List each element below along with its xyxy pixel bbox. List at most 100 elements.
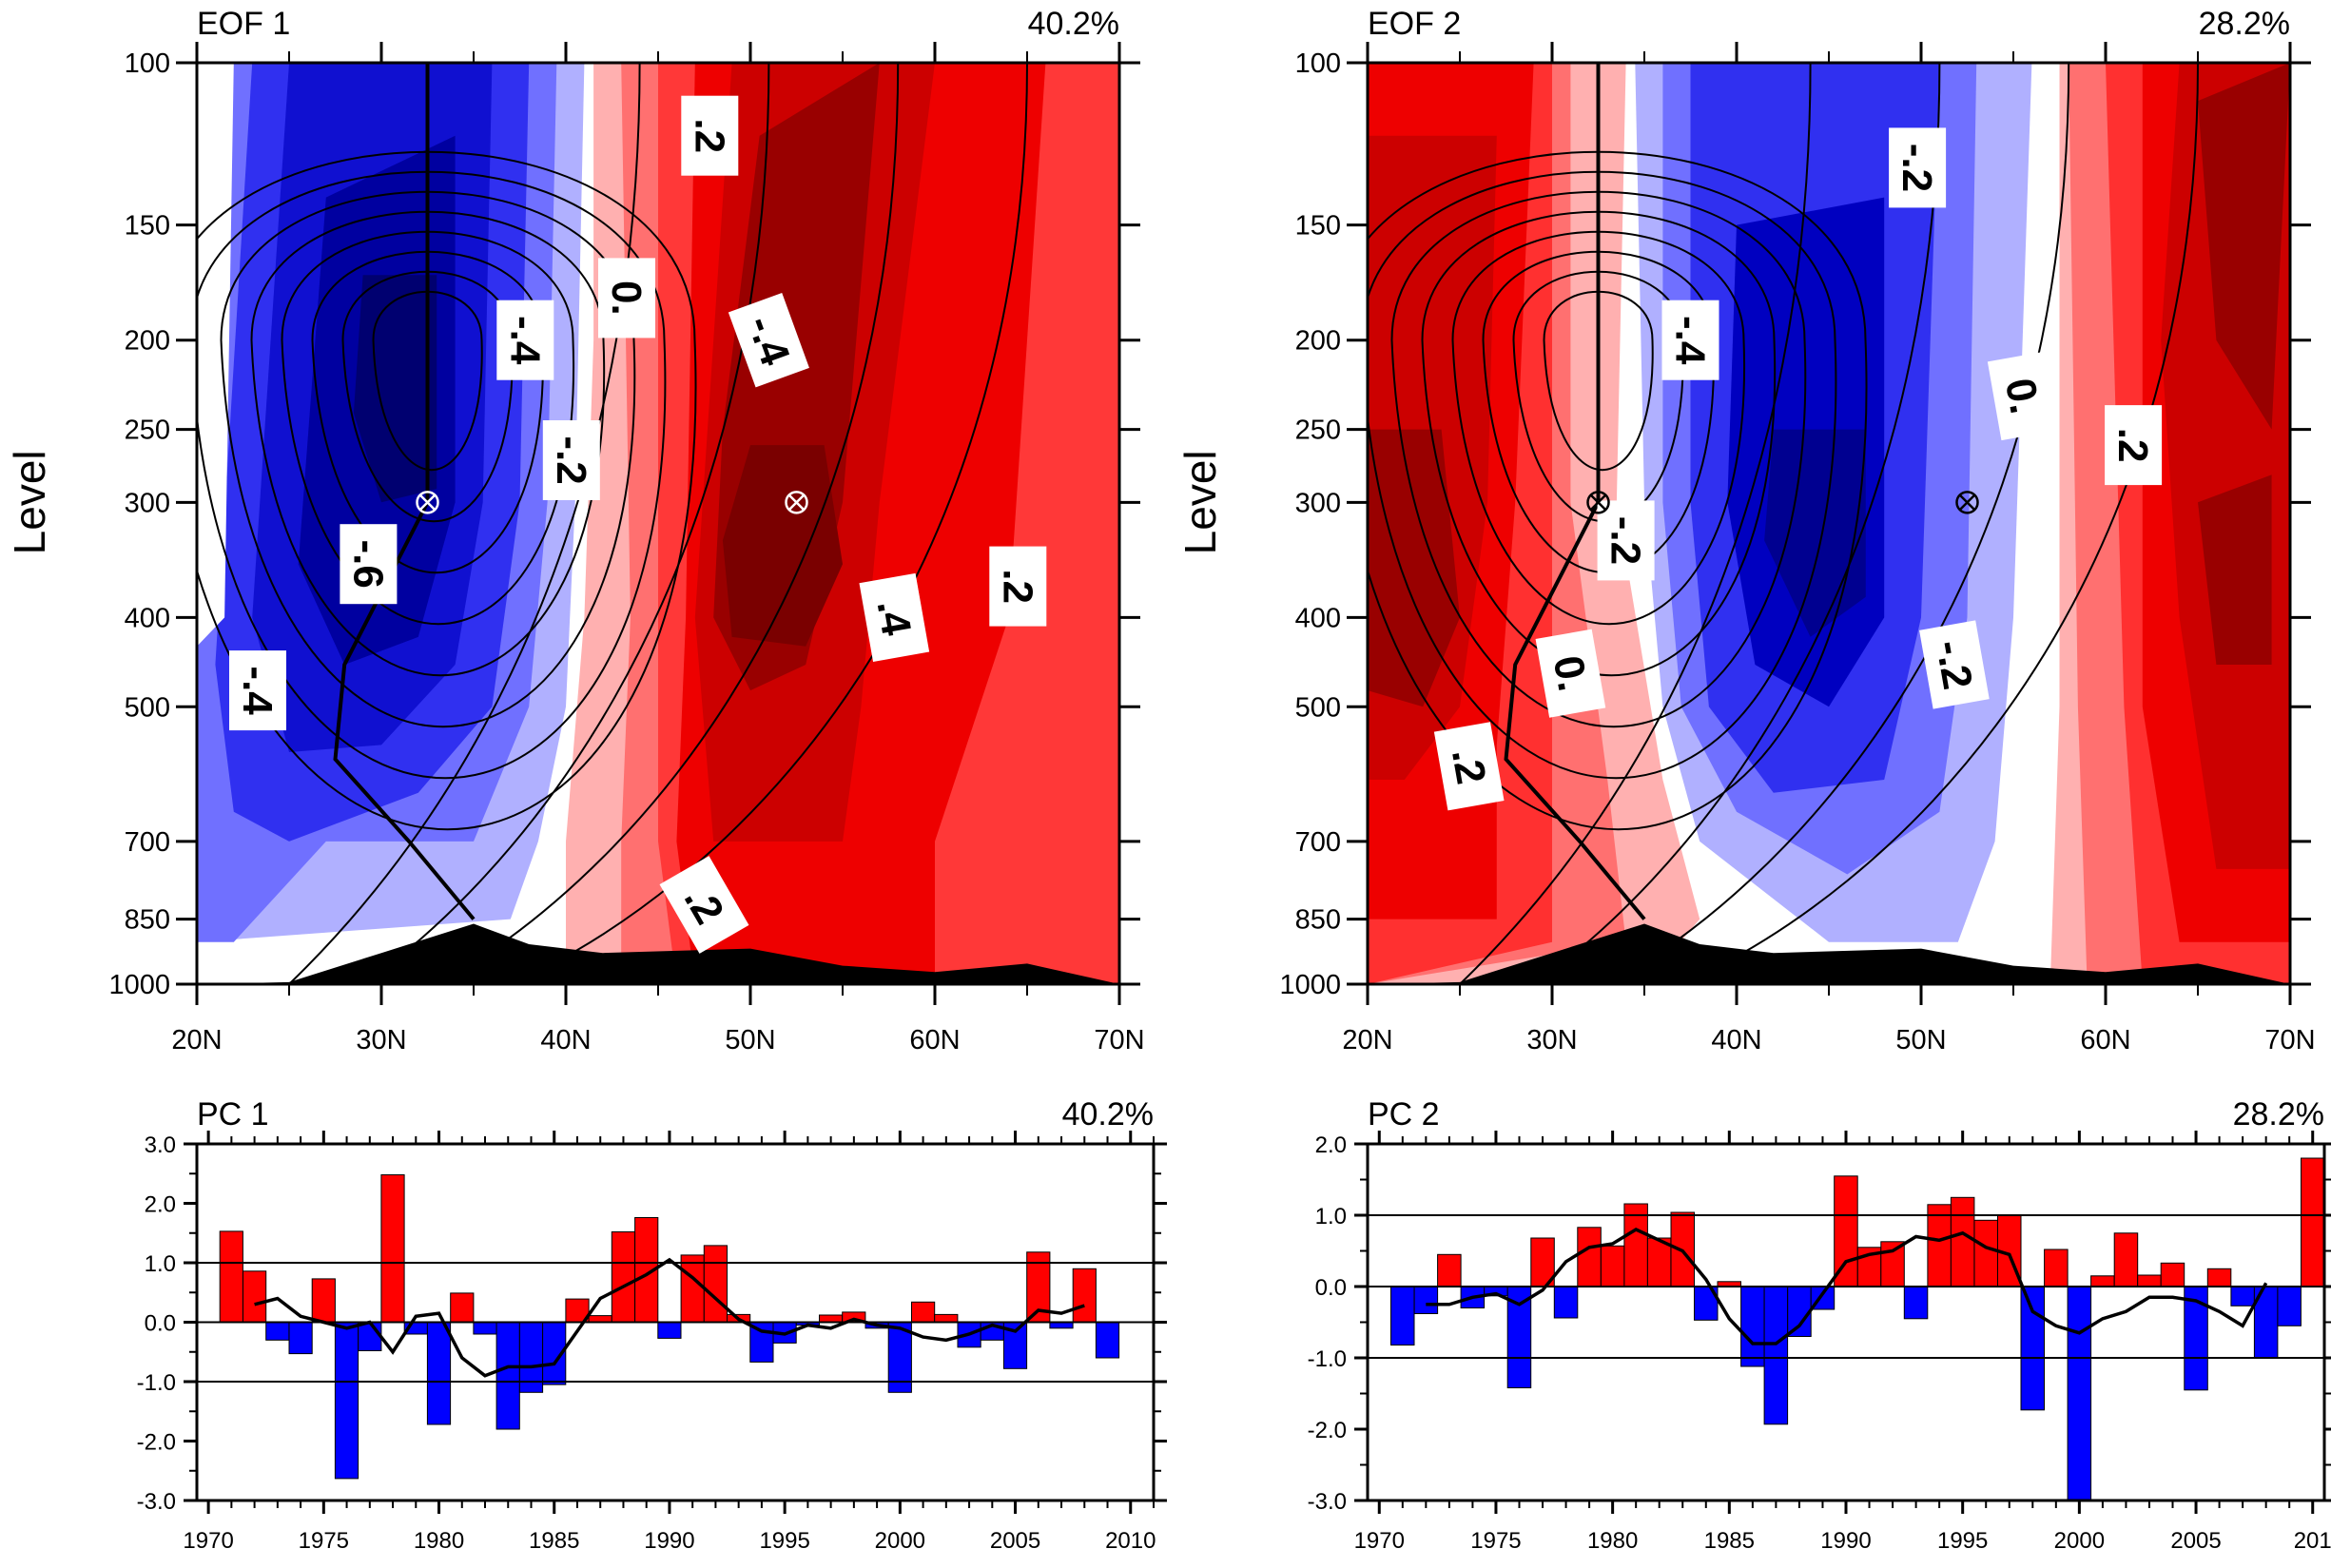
contour-label-group: -.6 xyxy=(340,524,398,605)
contour-label-text: .2 xyxy=(686,118,732,153)
x-tick-label: 1995 xyxy=(759,1528,809,1554)
x-tick-label: 2000 xyxy=(875,1528,925,1554)
climatology-contour xyxy=(1533,63,1941,984)
contour-label-group: -.2 xyxy=(1889,127,1947,208)
pc-bar xyxy=(1927,1204,1952,1287)
contour-label-box xyxy=(728,292,809,388)
pc-bar xyxy=(2044,1249,2069,1287)
pc-bar xyxy=(1553,1286,1579,1319)
climatology-contour xyxy=(510,63,1028,984)
climatology-contour xyxy=(1512,270,1684,522)
y-tick-label: 1000 xyxy=(108,970,170,1000)
eof1-panel: .2 0. -.4 -.4 -.2 -.6 .4 .2 -.4 .2 100 150 200 250 300… xyxy=(5,6,1145,1055)
eof-shaded-field xyxy=(197,63,1119,984)
x-tick-label: 70N xyxy=(2264,1025,2315,1055)
climatology-contour xyxy=(1680,63,2199,984)
climatology-contour xyxy=(197,150,697,831)
climatology-contour xyxy=(1390,190,1807,727)
pc-bar xyxy=(2090,1275,2115,1287)
x-tick-label: 1970 xyxy=(1354,1528,1405,1554)
contour-label-box xyxy=(681,95,739,176)
crossed-circle-marker xyxy=(416,491,439,514)
climatology-contour xyxy=(1543,290,1654,472)
shaded-band xyxy=(2198,63,2290,430)
crossed-circle-marker xyxy=(785,491,808,514)
crossed-circle-marker xyxy=(1586,491,1610,514)
x-tick-label: 1995 xyxy=(1937,1528,1988,1554)
pc-bar xyxy=(819,1314,844,1323)
y-tick-label: -2.0 xyxy=(137,1430,176,1456)
marker-cross xyxy=(1958,494,1976,512)
y-tick-label: 3.0 xyxy=(145,1132,176,1158)
x-tick-label: 50N xyxy=(1895,1025,1946,1055)
pc-bar xyxy=(473,1322,497,1335)
contour-label-text: .2 xyxy=(1443,745,1495,788)
x-tick-label: 1975 xyxy=(299,1528,349,1554)
x-tick-label: 20N xyxy=(171,1025,222,1055)
x-tick-label: 2000 xyxy=(2054,1528,2105,1554)
x-tick-label: 1985 xyxy=(1704,1528,1755,1554)
pc-bar xyxy=(2277,1286,2302,1326)
pc-bar xyxy=(2020,1286,2045,1411)
marker-circle xyxy=(416,491,439,514)
x-tick-label: 1975 xyxy=(1470,1528,1521,1554)
y-tick-label: 1000 xyxy=(1279,970,1341,1000)
contour-label-text: 0. xyxy=(1996,375,2049,417)
pc-bar xyxy=(1763,1286,1789,1425)
pc-bar xyxy=(1973,1219,1998,1287)
x-tick-label: 1990 xyxy=(644,1528,694,1554)
contour-label-text: -.2 xyxy=(1894,144,1940,192)
x-tick-label: 1980 xyxy=(1587,1528,1638,1554)
y-tick-label: -3.0 xyxy=(137,1489,176,1515)
pc-bar xyxy=(1787,1286,1812,1337)
contour-label-group: .2 xyxy=(681,95,739,176)
climatology-contour xyxy=(1368,170,1837,780)
contour-label-box xyxy=(542,420,600,500)
pc-bar xyxy=(1740,1286,1765,1367)
climatology-contour xyxy=(436,63,900,984)
y-tick-label: 2.0 xyxy=(145,1192,176,1218)
pc-bar xyxy=(703,1245,728,1324)
pc-bar xyxy=(1950,1196,1975,1287)
smoothed-line xyxy=(1426,1228,2268,1345)
contour-label-text: .2 xyxy=(994,569,1040,604)
climatology-contour xyxy=(341,270,514,522)
pc-bar xyxy=(911,1301,936,1324)
contour-label-group: .2 xyxy=(1433,722,1505,811)
contour-label-box xyxy=(659,856,749,954)
contour-label-group: -.2 xyxy=(1597,500,1655,581)
contour-label-text: -.6 xyxy=(344,540,391,589)
pc-plot-area xyxy=(197,1174,1154,1480)
y-tick-label: 1.0 xyxy=(1315,1204,1347,1229)
y-tick-label: 400 xyxy=(1295,603,1341,633)
contour-label-text: -.2 xyxy=(548,436,594,484)
pc-bar xyxy=(2067,1286,2092,1500)
pc-bar xyxy=(495,1322,520,1430)
contour-label-text: .4 xyxy=(867,596,920,639)
pc-bar xyxy=(358,1322,382,1351)
x-tick-label: 2010 xyxy=(1105,1528,1156,1554)
pc1-panel: 3.0 2.0 1.0 0.0 -1.0 -2.0 -3.0 1970 1975 1980 1985… xyxy=(137,1096,1167,1554)
pc-bar xyxy=(611,1231,635,1323)
panel-title-left: EOF 1 xyxy=(197,6,290,42)
pc-bar xyxy=(1600,1245,1625,1287)
pc-bar xyxy=(1577,1227,1602,1287)
pc-bar xyxy=(588,1315,612,1323)
marker-cross xyxy=(418,494,437,512)
x-tick-label: 201 xyxy=(2294,1528,2331,1554)
x-tick-label: 30N xyxy=(1526,1025,1577,1055)
contour-label-box xyxy=(859,572,930,662)
x-tick-label: 60N xyxy=(909,1025,960,1055)
contour-label-group: .2 xyxy=(659,856,749,954)
x-tick-label: 40N xyxy=(1711,1025,1761,1055)
contour-label-group: -.4 xyxy=(229,650,286,731)
contour-label-group: .4 xyxy=(859,572,930,662)
contour-label-box xyxy=(1433,722,1505,811)
eof-shaded-field xyxy=(1368,63,2290,984)
y-tick-label: 100 xyxy=(125,48,170,79)
pc-bar xyxy=(426,1322,452,1425)
y-tick-label: 700 xyxy=(125,827,170,858)
pc-bar xyxy=(450,1292,475,1324)
panel-title-right: 40.2% xyxy=(1062,1096,1154,1132)
y-tick-label: 0.0 xyxy=(145,1311,176,1337)
